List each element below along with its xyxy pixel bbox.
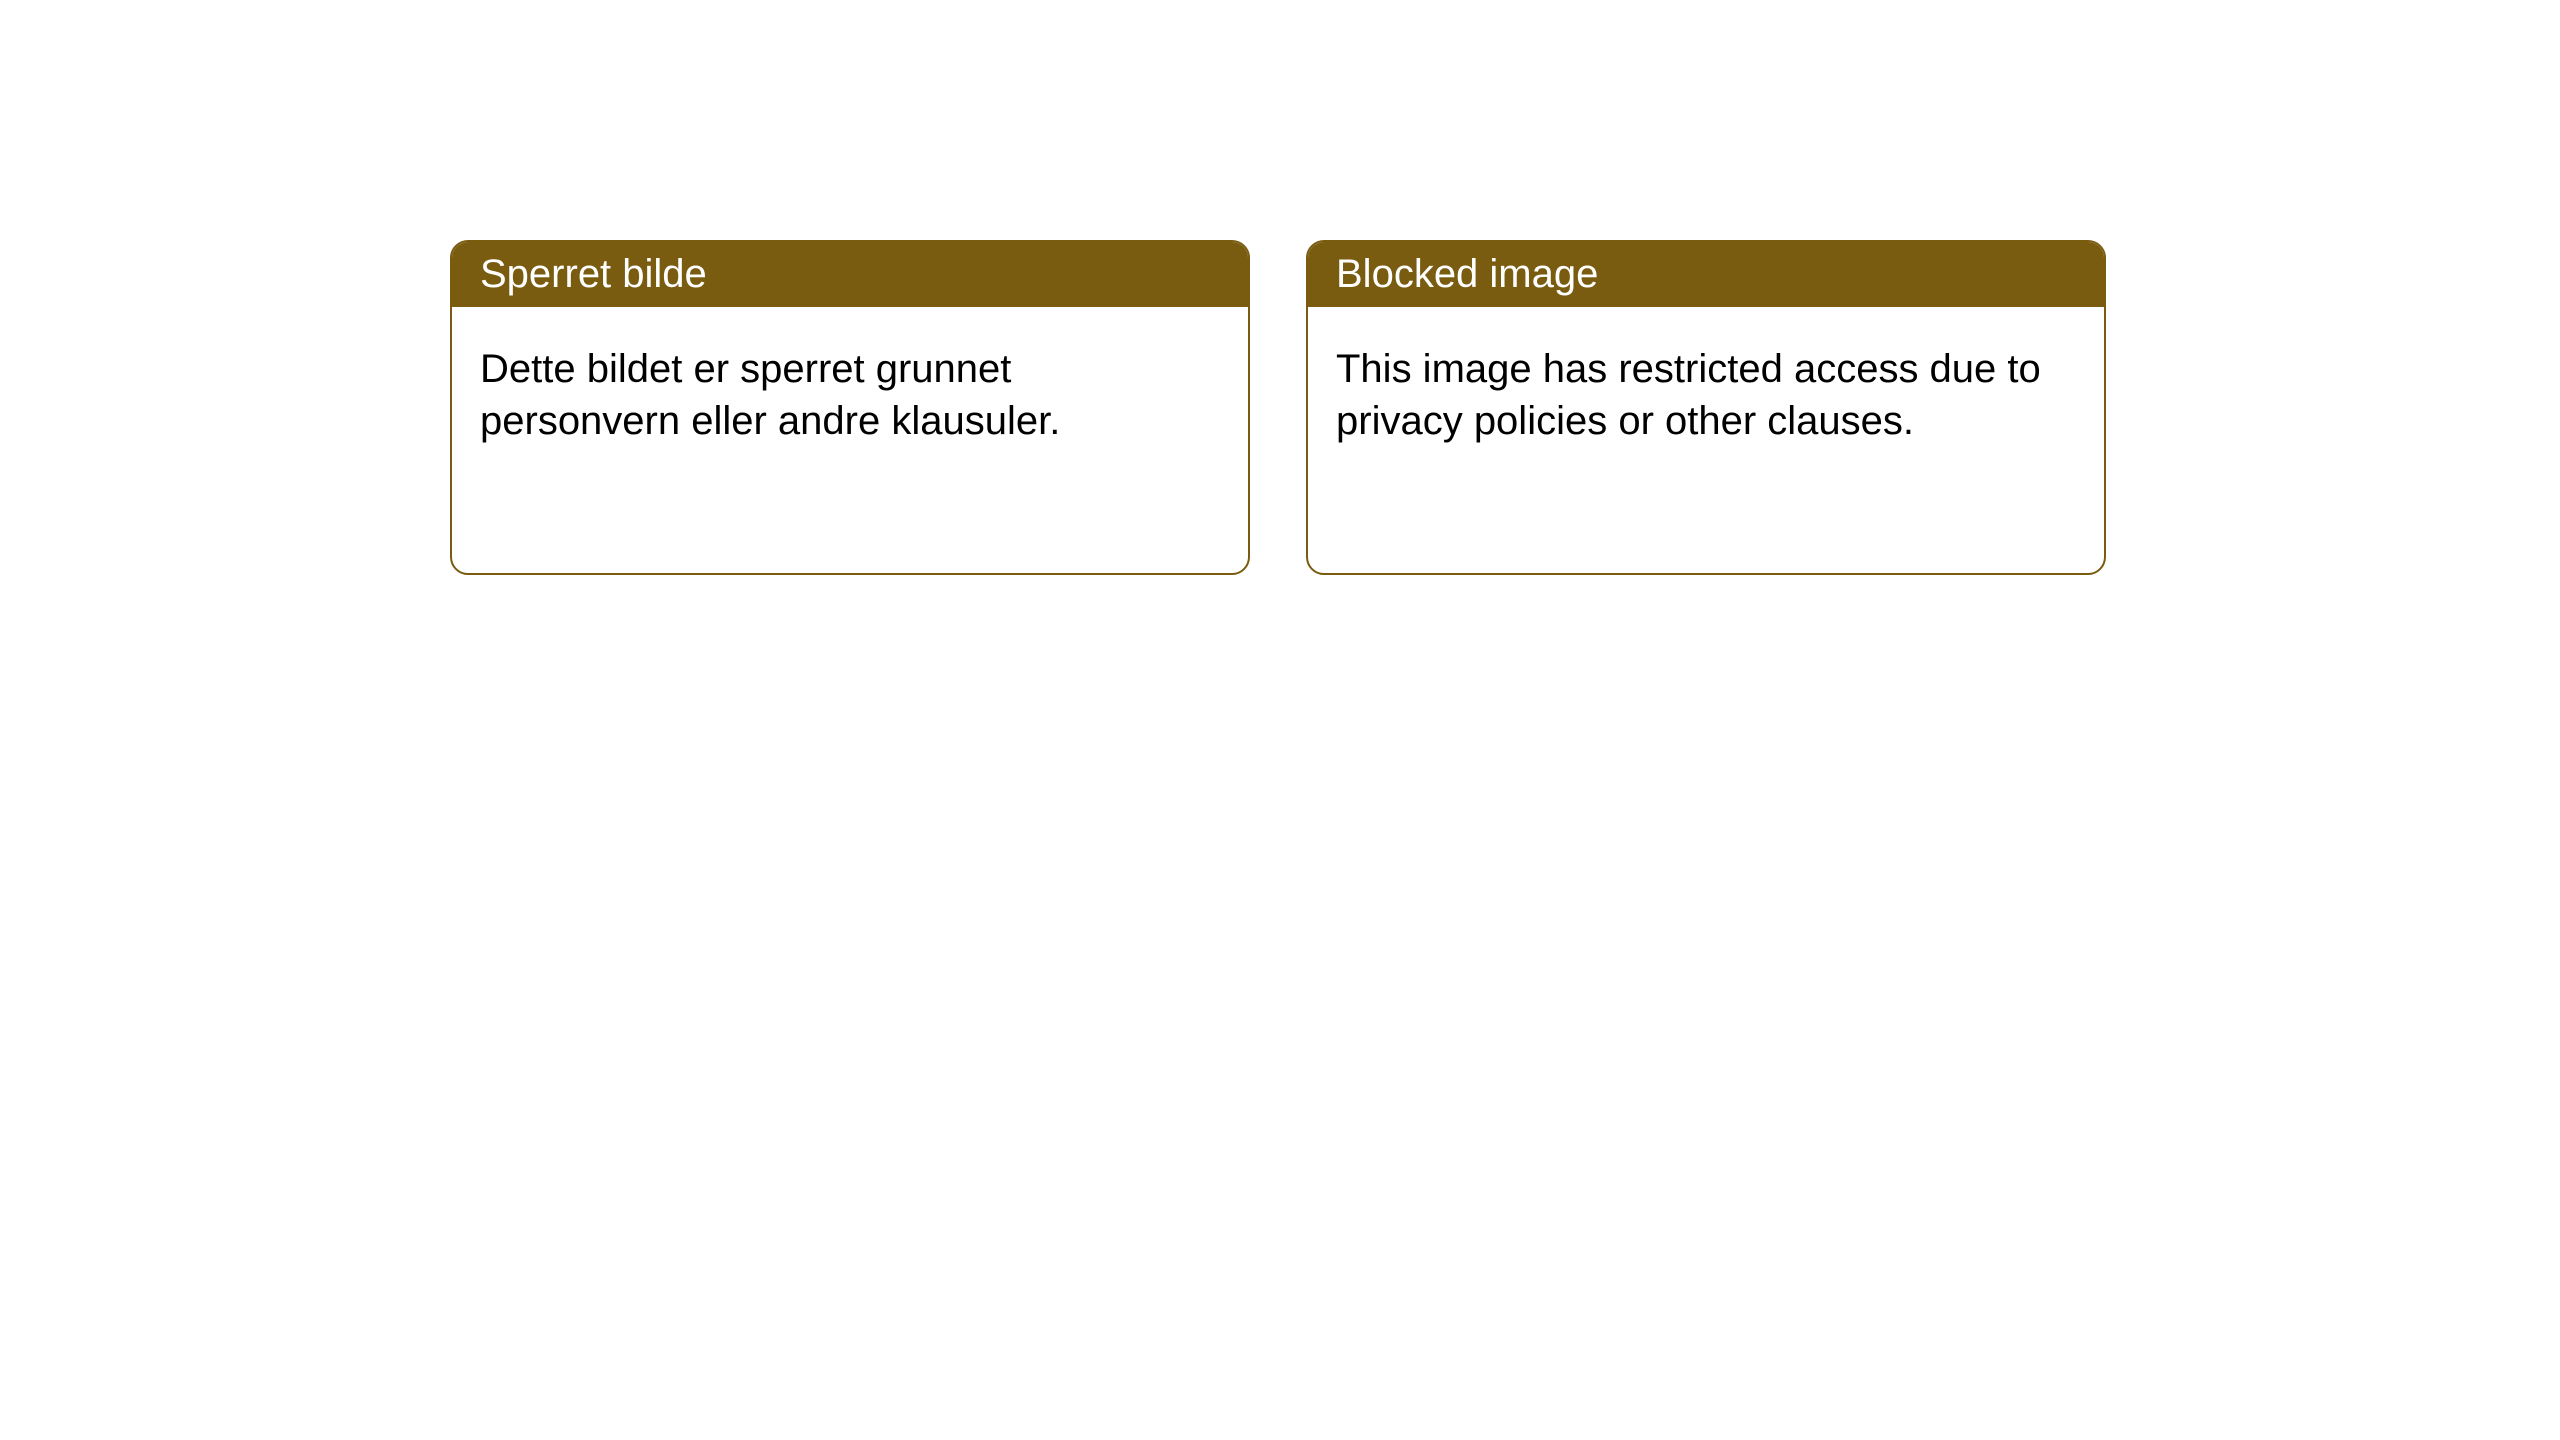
- card-body: This image has restricted access due to …: [1308, 307, 2104, 483]
- card-body: Dette bildet er sperret grunnet personve…: [452, 307, 1248, 483]
- card-header: Sperret bilde: [452, 242, 1248, 307]
- notice-cards-container: Sperret bilde Dette bildet er sperret gr…: [0, 0, 2560, 575]
- notice-card-norwegian: Sperret bilde Dette bildet er sperret gr…: [450, 240, 1250, 575]
- card-header: Blocked image: [1308, 242, 2104, 307]
- notice-card-english: Blocked image This image has restricted …: [1306, 240, 2106, 575]
